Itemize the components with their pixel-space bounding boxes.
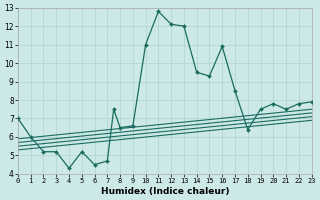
X-axis label: Humidex (Indice chaleur): Humidex (Indice chaleur) — [100, 187, 229, 196]
